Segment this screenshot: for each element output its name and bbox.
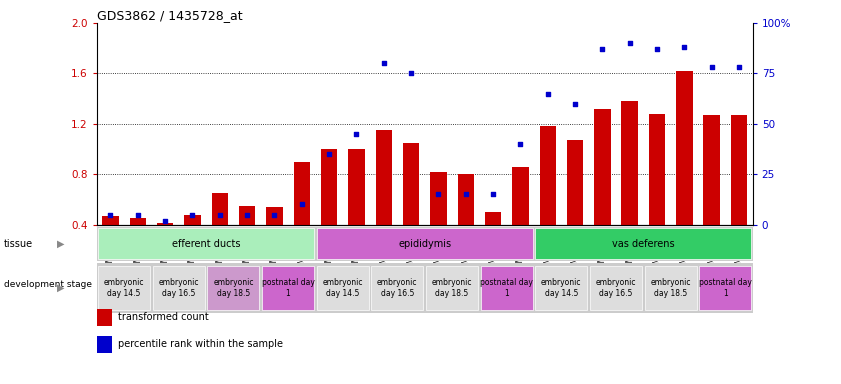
Text: postnatal day
1: postnatal day 1: [699, 278, 752, 298]
Bar: [348, 149, 364, 275]
Bar: [539, 126, 556, 275]
Bar: [648, 114, 665, 275]
Bar: [375, 130, 392, 275]
Bar: [484, 212, 501, 275]
Text: embryonic
day 16.5: embryonic day 16.5: [595, 278, 637, 298]
Point: [569, 101, 582, 107]
Bar: [703, 115, 720, 275]
Point: [623, 40, 637, 46]
Bar: [320, 149, 337, 275]
Bar: [239, 206, 255, 275]
Point: [678, 44, 691, 50]
Point: [459, 191, 473, 197]
Text: transformed count: transformed count: [118, 312, 209, 322]
Bar: [458, 174, 473, 275]
Text: tissue: tissue: [4, 239, 34, 249]
Bar: [266, 207, 283, 275]
Text: epididymis: epididymis: [398, 239, 452, 249]
Bar: [153, 266, 204, 311]
Bar: [567, 140, 583, 275]
Point: [541, 91, 554, 97]
Bar: [372, 266, 423, 311]
Text: efferent ducts: efferent ducts: [172, 239, 241, 249]
Bar: [262, 266, 314, 311]
Bar: [184, 215, 200, 275]
Bar: [676, 71, 692, 275]
Text: ▶: ▶: [57, 239, 65, 249]
Text: embryonic
day 14.5: embryonic day 14.5: [541, 278, 582, 298]
Bar: [590, 266, 642, 311]
Text: vas deferens: vas deferens: [612, 239, 674, 249]
Bar: [156, 223, 173, 275]
Text: ▶: ▶: [57, 283, 65, 293]
Bar: [317, 228, 532, 260]
Point: [103, 212, 117, 218]
Point: [733, 65, 746, 71]
Bar: [294, 162, 309, 275]
Bar: [731, 115, 747, 275]
Point: [377, 60, 390, 66]
Bar: [594, 109, 611, 275]
Text: embryonic
day 14.5: embryonic day 14.5: [322, 278, 363, 298]
Text: postnatal day
1: postnatal day 1: [480, 278, 533, 298]
Point: [514, 141, 527, 147]
Point: [322, 151, 336, 157]
Bar: [621, 101, 637, 275]
Bar: [430, 172, 447, 275]
Bar: [317, 266, 368, 311]
Bar: [98, 266, 150, 311]
Bar: [102, 216, 119, 275]
Point: [295, 202, 309, 208]
Text: postnatal day
1: postnatal day 1: [262, 278, 315, 298]
Point: [241, 212, 254, 218]
Point: [431, 191, 445, 197]
Text: embryonic
day 18.5: embryonic day 18.5: [213, 278, 254, 298]
Bar: [403, 143, 419, 275]
Point: [267, 212, 281, 218]
Bar: [700, 266, 751, 311]
Point: [213, 212, 226, 218]
Text: development stage: development stage: [4, 280, 93, 289]
Bar: [98, 228, 314, 260]
Bar: [130, 218, 145, 275]
Text: embryonic
day 16.5: embryonic day 16.5: [158, 278, 199, 298]
Text: embryonic
day 16.5: embryonic day 16.5: [377, 278, 418, 298]
Bar: [208, 266, 259, 311]
Bar: [426, 266, 478, 311]
Text: embryonic
day 18.5: embryonic day 18.5: [650, 278, 691, 298]
Point: [158, 218, 172, 224]
Point: [186, 212, 199, 218]
Bar: [512, 167, 528, 275]
Point: [705, 65, 718, 71]
Text: embryonic
day 18.5: embryonic day 18.5: [431, 278, 473, 298]
Point: [595, 46, 609, 52]
Point: [131, 212, 145, 218]
Point: [650, 46, 664, 52]
Bar: [645, 266, 696, 311]
Bar: [481, 266, 532, 311]
Bar: [211, 193, 228, 275]
Text: embryonic
day 14.5: embryonic day 14.5: [103, 278, 145, 298]
Point: [486, 191, 500, 197]
Text: percentile rank within the sample: percentile rank within the sample: [118, 339, 283, 349]
Point: [405, 70, 418, 76]
Bar: [536, 228, 751, 260]
Text: GDS3862 / 1435728_at: GDS3862 / 1435728_at: [97, 9, 242, 22]
Point: [350, 131, 363, 137]
Bar: [536, 266, 587, 311]
